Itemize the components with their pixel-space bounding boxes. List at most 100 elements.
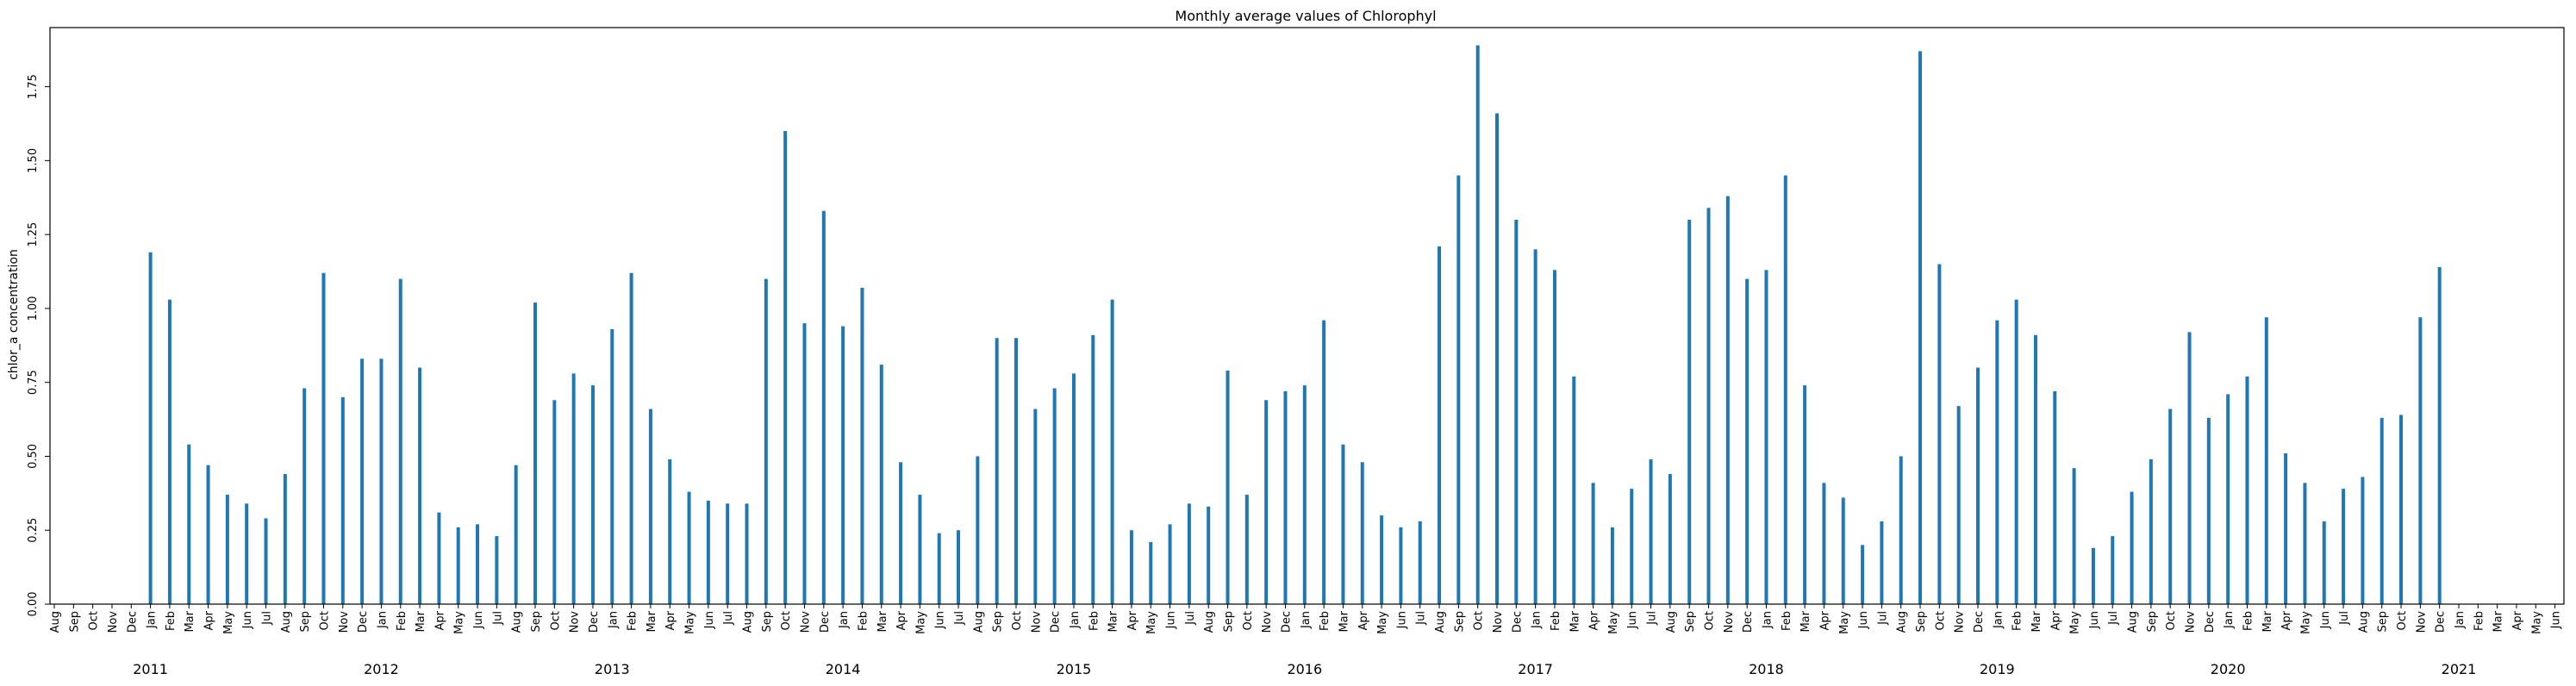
x-tick-label-27: Nov (569, 611, 582, 633)
bar-65 (1302, 385, 1307, 604)
x-tick-label-0: Aug (49, 611, 62, 633)
bar-86 (1706, 208, 1711, 604)
x-tick-label-99: Nov (1954, 611, 1967, 633)
plot-frame (49, 27, 2565, 605)
x-tick-label-43: Mar (876, 610, 889, 632)
bar-87 (1725, 196, 1730, 605)
bar-11 (264, 518, 268, 604)
bar-106 (2091, 547, 2095, 604)
x-tick-label-57: May (1145, 611, 1158, 634)
x-tick-label-40: Dec (819, 611, 832, 633)
x-tick-label-72: Aug (1434, 611, 1447, 633)
bar-103 (2033, 334, 2037, 604)
bar-97 (1918, 51, 1923, 604)
x-tick-label-13: Sep (299, 611, 312, 633)
bar-34 (706, 500, 710, 604)
x-tick-label-92: Apr (1818, 610, 1831, 630)
x-tick-label-19: Mar (415, 610, 427, 632)
x-tick-label-63: Nov (1261, 611, 1274, 633)
bar-32 (668, 458, 672, 604)
bar-58 (1168, 524, 1172, 604)
x-tick-label-111: Nov (2185, 611, 2198, 633)
bar-40 (821, 210, 826, 604)
x-tick-label-125: Jan (2454, 611, 2467, 629)
bar-79 (1572, 376, 1576, 604)
x-tick-label-32: Apr (664, 610, 677, 630)
x-tick-label-121: Sep (2377, 611, 2390, 633)
x-tick-label-50: Oct (1011, 611, 1024, 630)
x-tick-label-115: Mar (2261, 610, 2274, 632)
bar-117 (2303, 483, 2307, 604)
x-tick-label-4: Dec (126, 611, 139, 633)
x-tick-label-52: Dec (1050, 611, 1063, 633)
y-tick-label-0: 0.00 (27, 592, 40, 617)
x-tick-label-21: May (453, 611, 466, 634)
x-tick-label-34: Jun (703, 611, 716, 629)
bar-101 (1995, 320, 1999, 604)
bar-95 (1880, 521, 1884, 604)
bar-81 (1610, 527, 1614, 604)
x-tick-label-119: Jul (2338, 611, 2351, 626)
bar-102 (2014, 299, 2018, 604)
bar-10 (245, 503, 249, 604)
x-tick-label-5: Jan (146, 611, 159, 629)
x-tick-label-20: Apr (433, 610, 446, 630)
bar-116 (2284, 453, 2288, 604)
bar-41 (841, 326, 845, 604)
x-tick-label-41: Jan (838, 611, 851, 629)
bar-54 (1091, 334, 1095, 604)
year-label-2011: 2011 (133, 661, 168, 677)
bar-15 (340, 396, 345, 604)
x-tick-label-100: Dec (1973, 611, 1986, 633)
bar-22 (476, 524, 480, 604)
bar-26 (552, 400, 557, 604)
bar-48 (976, 456, 980, 604)
bar-20 (437, 512, 441, 604)
year-label-2013: 2013 (595, 661, 630, 677)
x-tick-label-110: Oct (2165, 611, 2178, 630)
x-tick-label-36: Aug (742, 611, 755, 633)
bar-59 (1187, 503, 1191, 604)
bar-52 (1052, 388, 1057, 604)
bar-49 (995, 338, 999, 604)
x-tick-label-10: Jun (241, 611, 254, 629)
x-tick-label-69: May (1376, 611, 1389, 634)
bar-69 (1380, 515, 1384, 604)
x-tick-label-83: Jul (1646, 611, 1659, 626)
y-tick-label-2: 0.50 (27, 444, 40, 469)
x-tick-label-68: Apr (1357, 610, 1370, 630)
x-axis: Aug Sep Oct Nov Dec Jan Feb Mar Apr May Jun Jul Aug S… (49, 604, 2563, 634)
x-tick-label-26: Oct (549, 611, 562, 630)
bar-82 (1630, 489, 1634, 604)
x-tick-label-61: Sep (1223, 611, 1236, 633)
bar-57 (1149, 541, 1153, 604)
x-tick-label-37: Sep (761, 611, 774, 633)
bar-75 (1495, 113, 1499, 605)
bar-5 (148, 252, 153, 604)
bar-21 (456, 527, 460, 604)
x-tick-label-87: Nov (1723, 611, 1736, 633)
x-tick-label-2: Oct (88, 611, 101, 630)
bar-83 (1649, 458, 1653, 604)
bar-60 (1207, 506, 1211, 604)
bar-25 (533, 302, 537, 604)
bar-93 (1841, 497, 1845, 604)
bar-47 (957, 530, 961, 604)
x-tick-label-97: Sep (1915, 611, 1928, 633)
x-tick-label-31: Mar (646, 610, 658, 632)
x-tick-label-91: Mar (1799, 610, 1812, 632)
x-tick-label-16: Dec (357, 611, 370, 633)
bar-31 (648, 408, 652, 604)
x-tick-label-67: Mar (1338, 610, 1350, 632)
x-tick-label-108: Aug (2127, 611, 2140, 633)
bar-76 (1514, 220, 1519, 604)
x-tick-label-106: Jun (2088, 611, 2101, 629)
bar-17 (379, 359, 384, 604)
x-tick-label-53: Jan (1069, 611, 1082, 629)
x-tick-label-78: Feb (1550, 611, 1562, 631)
x-tick-label-86: Oct (1704, 611, 1717, 630)
x-tick-label-62: Oct (1242, 611, 1255, 630)
x-tick-label-46: Jun (934, 611, 947, 629)
x-tick-label-85: Sep (1684, 611, 1697, 633)
